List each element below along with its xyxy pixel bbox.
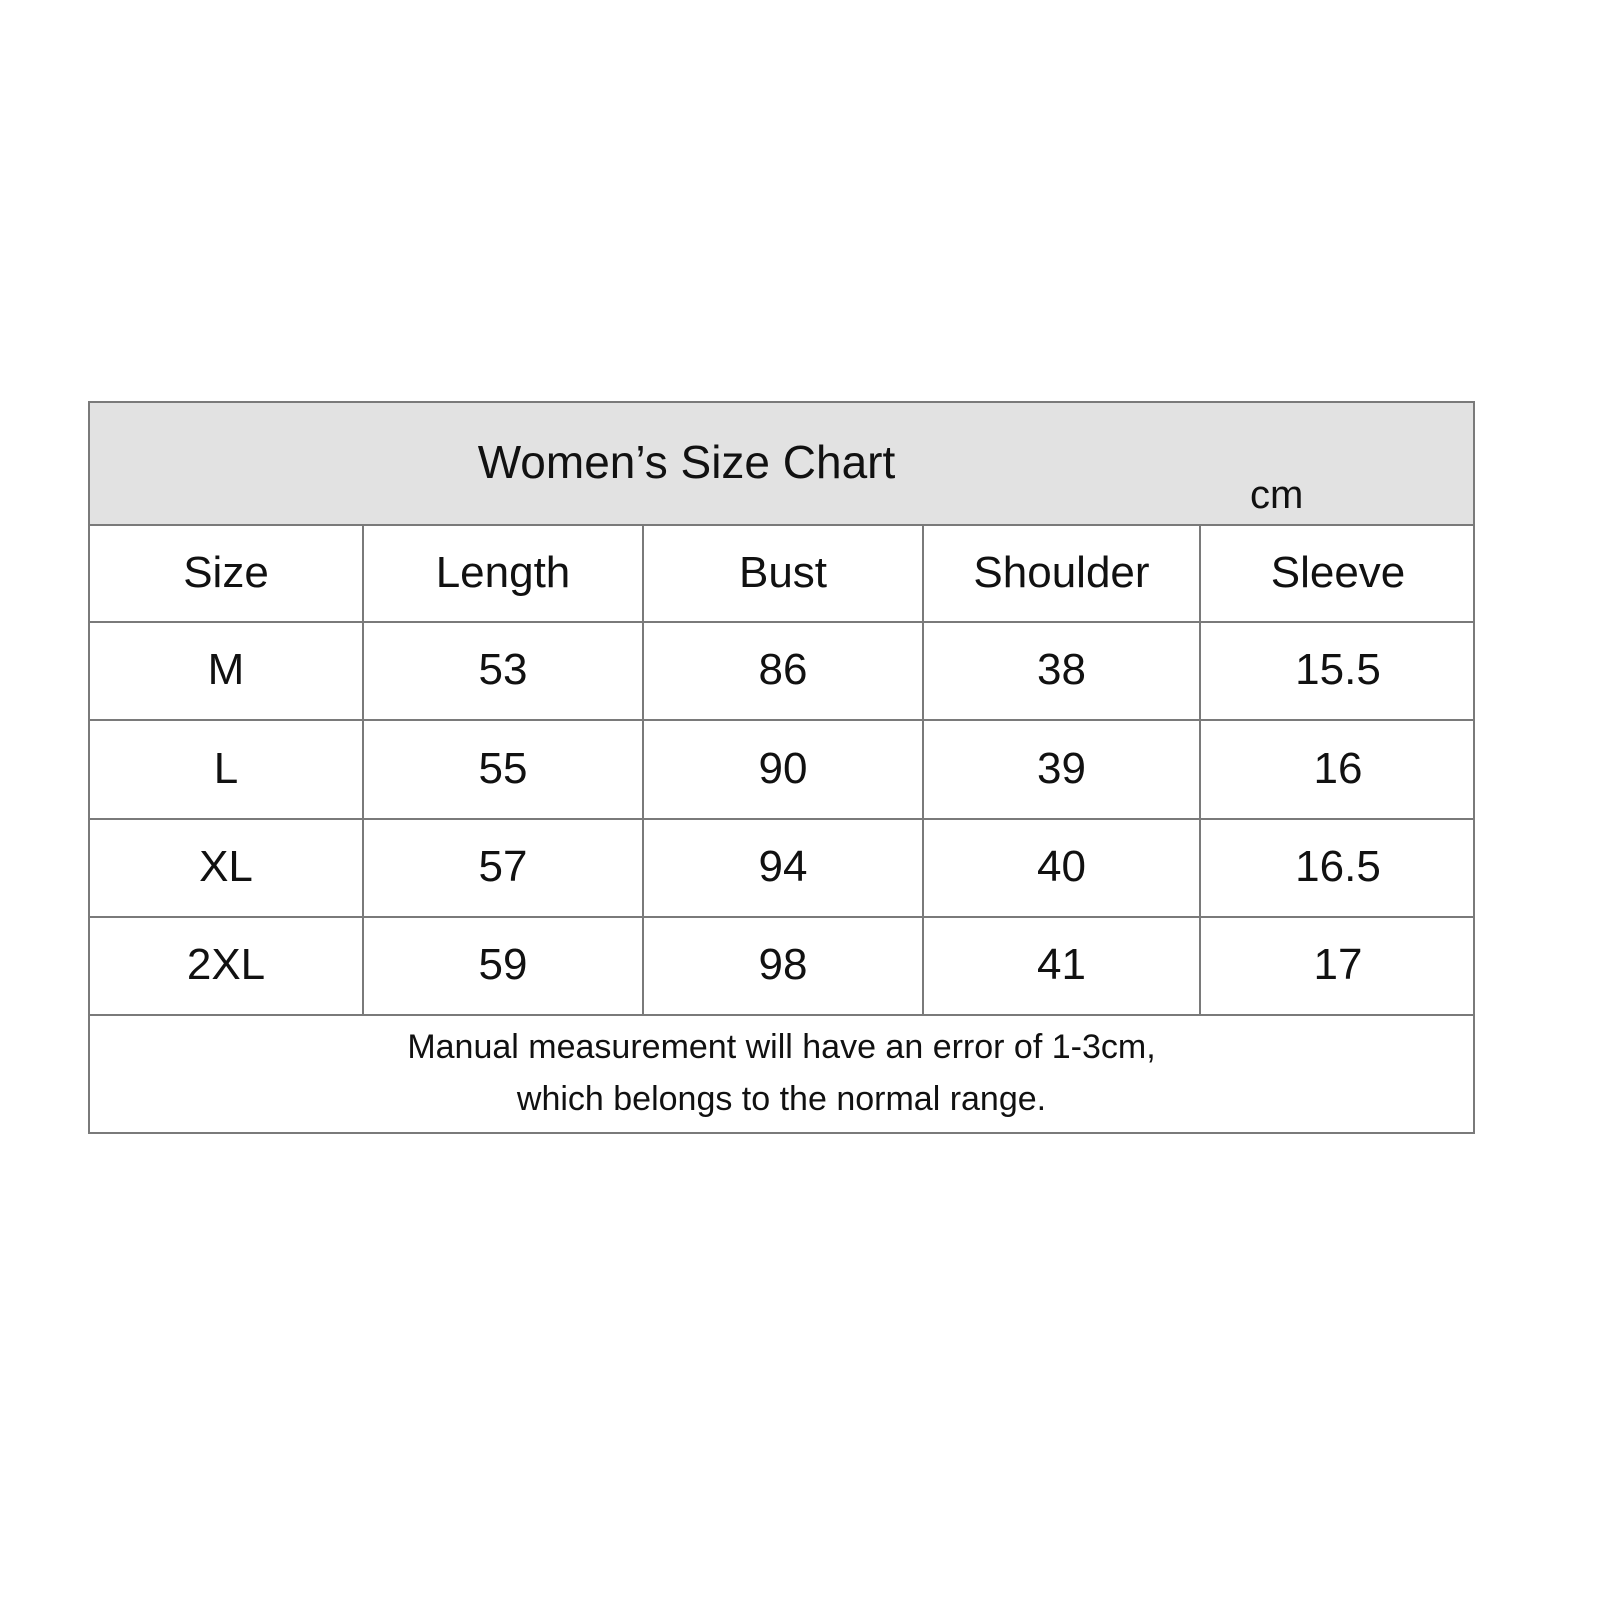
chart-title: Women’s Size Chart [477,436,896,488]
table-cell: 90 [644,719,924,818]
table-cell: 41 [924,916,1201,1014]
size-chart-table: Women’s Size Chart cm Size Length Bust Shou… [88,401,1475,1134]
table-cell: 53 [364,621,644,719]
measurement-note: Manual measurement will have an error of… [90,1014,1473,1132]
table-header: Women’s Size Chart cm [90,403,1473,526]
table-cell: XL [90,818,364,916]
column-header: Shoulder [924,524,1201,621]
table-cell: M [90,621,364,719]
table-cell: 15.5 [1295,645,1381,694]
note-line: Manual measurement will have an error of… [407,1028,1156,1066]
table-cell: 57 [364,818,644,916]
table-cell: 17 [1313,940,1363,989]
table-cell: 86 [644,621,924,719]
column-header: Length [364,524,644,621]
table-cell: 2XL [90,916,364,1014]
column-header: Bust [644,524,924,621]
table-row: 2XL 59 98 41 17 [90,916,1473,1016]
table-row: XL 57 94 40 16.5 [90,818,1473,918]
table-cell: 98 [644,916,924,1014]
table-cell: 38 [924,621,1201,719]
note-line: which belongs to the normal range. [516,1080,1047,1118]
table-cell: 39 [924,719,1201,818]
table-cell: 40 [924,818,1201,916]
column-header: Size [90,524,364,621]
table-row: M 53 86 38 15.5 [90,621,1473,721]
table-cell: 16.5 [1295,842,1381,891]
unit-label: cm [1250,473,1304,517]
table-cell: 55 [364,719,644,818]
table-cell: 94 [644,818,924,916]
table-cell: 16 [1313,743,1363,793]
table-cell: L [90,719,364,818]
table-cell: 59 [364,916,644,1014]
column-header: Sleeve [1270,547,1406,597]
table-row: L 55 90 39 16 [90,719,1473,820]
column-header-row: Size Length Bust Shoulder Sleeve [90,524,1473,623]
